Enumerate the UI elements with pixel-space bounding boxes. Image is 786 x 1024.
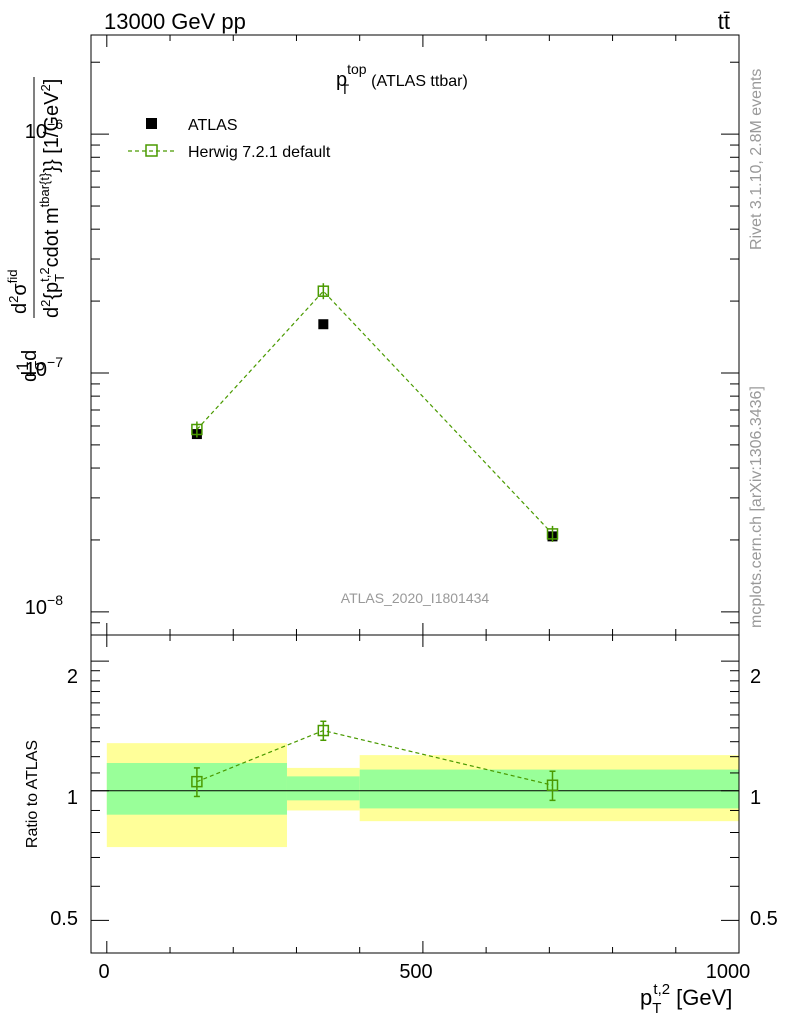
ratio-data-marks <box>191 720 559 802</box>
mcplots-label: mcplots.cern.ch [arXiv:1306.3436] <box>748 386 765 628</box>
herwig-point-0 <box>191 423 203 436</box>
herwig-point-2 <box>546 528 559 540</box>
x-axis-label: pTt,2 [GeV] <box>640 981 732 1017</box>
y-tick-label-1e-8: 10−8 <box>25 592 63 619</box>
ratio-y-tick-2: 2 <box>67 666 78 688</box>
herwig-point-1 <box>317 285 330 297</box>
svg-text:d1σd: d1σd <box>13 350 48 382</box>
ratio-bands <box>106 743 739 848</box>
x-tick-0: 0 <box>98 961 109 983</box>
svg-text:d2σfid: d2σfid <box>5 270 31 314</box>
ratio-y-axis-label: Ratio to ATLAS <box>24 740 41 848</box>
main-title: ptop T (ATLAS ttbar) <box>336 61 468 97</box>
ratio-y-tick-1: 1 <box>67 787 78 809</box>
main-axis-ticks <box>91 35 740 953</box>
ratio-point-1 <box>317 724 330 737</box>
legend-marker-atlas <box>146 118 157 129</box>
svg-text:d2{pTt,2cdot mtbar{t}}} [1/GeV: d2{pTt,2cdot mtbar{t}}} [1/GeV2] <box>37 79 67 318</box>
y-tick-label-1e-6: 10−6 <box>25 116 63 143</box>
ratio-point-2 <box>546 779 559 791</box>
legend-marker-herwig <box>145 144 158 157</box>
y-tick-label-1e-7: 10−7 <box>25 354 63 381</box>
ratio-band-inner-2 <box>359 769 739 809</box>
x-tick-1000: 1000 <box>706 961 751 983</box>
ratio-y-tick-2-right: 2 <box>750 666 761 688</box>
legend-label-herwig: Herwig 7.2.1 default <box>188 144 331 161</box>
ratio-band-inner-1 <box>286 776 360 801</box>
rivet-label: Rivet 3.1.10, 2.8M events <box>748 69 765 250</box>
ratio-point-0 <box>191 775 203 788</box>
herwig-series-line <box>196 290 553 535</box>
ratio-axis-ticks <box>91 660 739 921</box>
ratio-y-tick-1-right: 1 <box>750 787 761 809</box>
analysis-watermark: ATLAS_2020_I1801434 <box>341 590 490 606</box>
main-y-axis-label: d1σd d2σfid d2{pTt,2cdot mtbar{t}}} [1/G… <box>5 77 67 382</box>
legend-label-atlas: ATLAS <box>188 117 238 134</box>
ratio-y-tick-0.5: 0.5 <box>50 908 78 930</box>
process-label: tt̄ <box>718 9 730 34</box>
x-tick-500: 500 <box>399 961 432 983</box>
energy-label: 13000 GeV pp <box>104 9 246 34</box>
ratio-frame <box>90 634 740 954</box>
ratio-y-tick-0.5-right: 0.5 <box>750 908 778 930</box>
atlas-point-1 <box>318 319 329 330</box>
main-data-marks <box>191 283 559 542</box>
